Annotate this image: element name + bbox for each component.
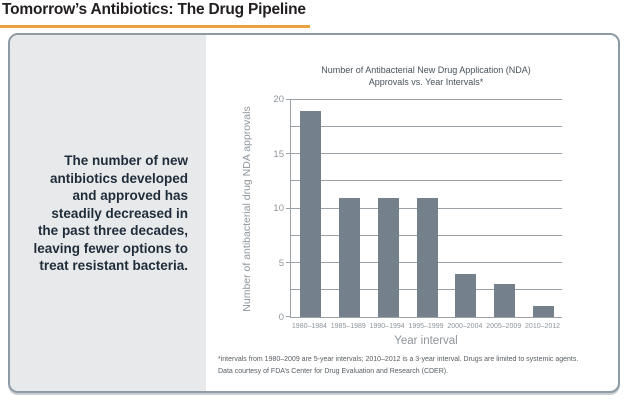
bar — [377, 197, 399, 317]
y-tick-label: 0 — [278, 312, 284, 323]
chart-title: Number of Antibacterial New Drug Applica… — [321, 65, 531, 87]
y-tick-mark — [286, 99, 291, 100]
bar — [416, 197, 438, 317]
bar — [299, 110, 321, 317]
x-tick-label: 2000–2004 — [447, 323, 483, 330]
x-tick-label: 2005–2009 — [486, 323, 522, 330]
y-tick-mark — [286, 316, 291, 317]
gridline — [291, 126, 562, 128]
y-axis-title: Number of antibacterial drug NDA approva… — [241, 106, 253, 312]
x-tick-label: 1995–1999 — [408, 323, 444, 330]
callout-panel: The number of new antibiotics developed … — [10, 35, 206, 391]
x-tick-label: 1980–1984 — [291, 323, 327, 330]
bar — [455, 273, 477, 317]
footnote-line-2: Data courtesy of FDA’s Center for Drug E… — [218, 368, 449, 375]
footnote-line-1: *intervals from 1980–2009 are 5-year int… — [218, 356, 579, 363]
callout-text: The number of new antibiotics developed … — [33, 153, 188, 273]
y-tick-mark — [286, 207, 291, 209]
bar — [533, 306, 555, 317]
footnotes: *intervals from 1980–2009 are 5-year int… — [218, 354, 614, 378]
x-axis-title: Year interval — [394, 335, 458, 347]
y-tick-label: 10 — [273, 203, 284, 214]
y-tick-label: 15 — [273, 148, 284, 160]
bar — [338, 197, 360, 317]
gridline — [291, 180, 562, 182]
bar — [494, 284, 516, 317]
page-title: Tomorrow’s Antibiotics: The Drug Pipelin… — [2, 1, 306, 18]
accent-rule — [0, 25, 310, 28]
x-tick-labels: 1980–1984 1985–1989 1990–1994 1995–1999 2000… — [290, 323, 562, 333]
x-tick-label: 2010–2012 — [525, 323, 561, 330]
content-card: The number of new antibiotics developed … — [8, 33, 620, 393]
gridline — [291, 153, 562, 155]
y-tick-mark — [286, 261, 291, 263]
y-axis-title-wrap: Number of antibacterial drug NDA approva… — [236, 100, 258, 318]
gridline — [291, 99, 562, 100]
x-tick-label: 1985–1989 — [330, 323, 366, 330]
y-tick-label: 20 — [273, 94, 284, 105]
y-tick-labels: 0 5 10 15 20 — [256, 94, 284, 323]
y-tick-mark — [286, 153, 291, 155]
plot-area — [286, 99, 562, 318]
x-tick-label: 1990–1994 — [369, 323, 405, 330]
y-tick-label: 5 — [278, 257, 284, 269]
